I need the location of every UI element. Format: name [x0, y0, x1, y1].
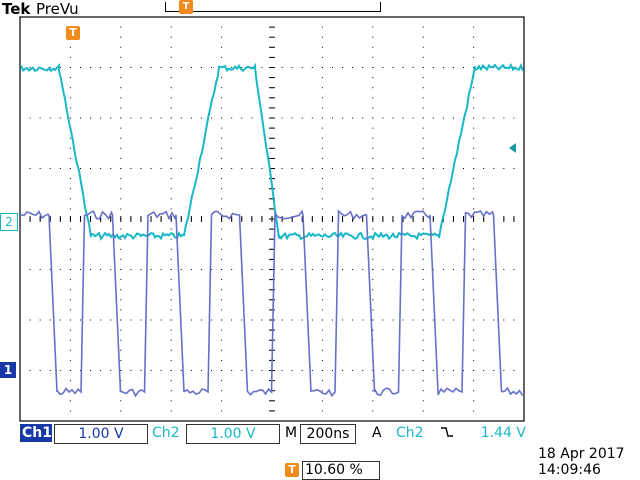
record-view-bar[interactable] — [165, 2, 381, 12]
horizontal-position-value[interactable]: 10.60 % — [302, 461, 380, 480]
date-display: 18 Apr 2017 — [538, 446, 625, 462]
ch2-ground-marker[interactable]: 2 — [0, 213, 18, 231]
ch1-scale[interactable]: 1.00 V — [54, 424, 148, 444]
trigger-position-icon[interactable]: T — [66, 26, 80, 40]
trigger-position-icon-small: T — [285, 463, 299, 477]
falling-edge-icon — [440, 424, 454, 442]
timebase-label: M — [285, 425, 298, 441]
timebase-scale[interactable]: 200ns — [300, 424, 356, 444]
ch2-label[interactable]: Ch2 — [152, 425, 180, 441]
brand-logo: Tek — [2, 0, 31, 18]
trigger-source[interactable]: Ch2 — [396, 425, 424, 441]
trigger-mode: A — [372, 425, 382, 441]
ch1-label[interactable]: Ch1 — [20, 424, 52, 442]
readout-bar: Ch1 1.00 V Ch2 1.00 V M 200ns A Ch2 1.44… — [0, 424, 640, 444]
trigger-level[interactable]: 1.44 V — [480, 425, 526, 441]
ch2-scale[interactable]: 1.00 V — [186, 424, 280, 444]
acquisition-mode: PreVu — [36, 0, 79, 18]
trigger-level-arrow-icon[interactable] — [509, 143, 516, 153]
ch2-waveform — [20, 62, 524, 241]
record-trigger-icon: T — [179, 0, 193, 14]
top-status-bar: Tek PreVu T — [0, 0, 640, 18]
ch1-waveform — [20, 209, 524, 398]
ch1-ground-marker[interactable]: 1 — [0, 362, 16, 378]
time-display: 14:09:46 — [538, 462, 601, 478]
waveform-display[interactable] — [19, 16, 525, 422]
